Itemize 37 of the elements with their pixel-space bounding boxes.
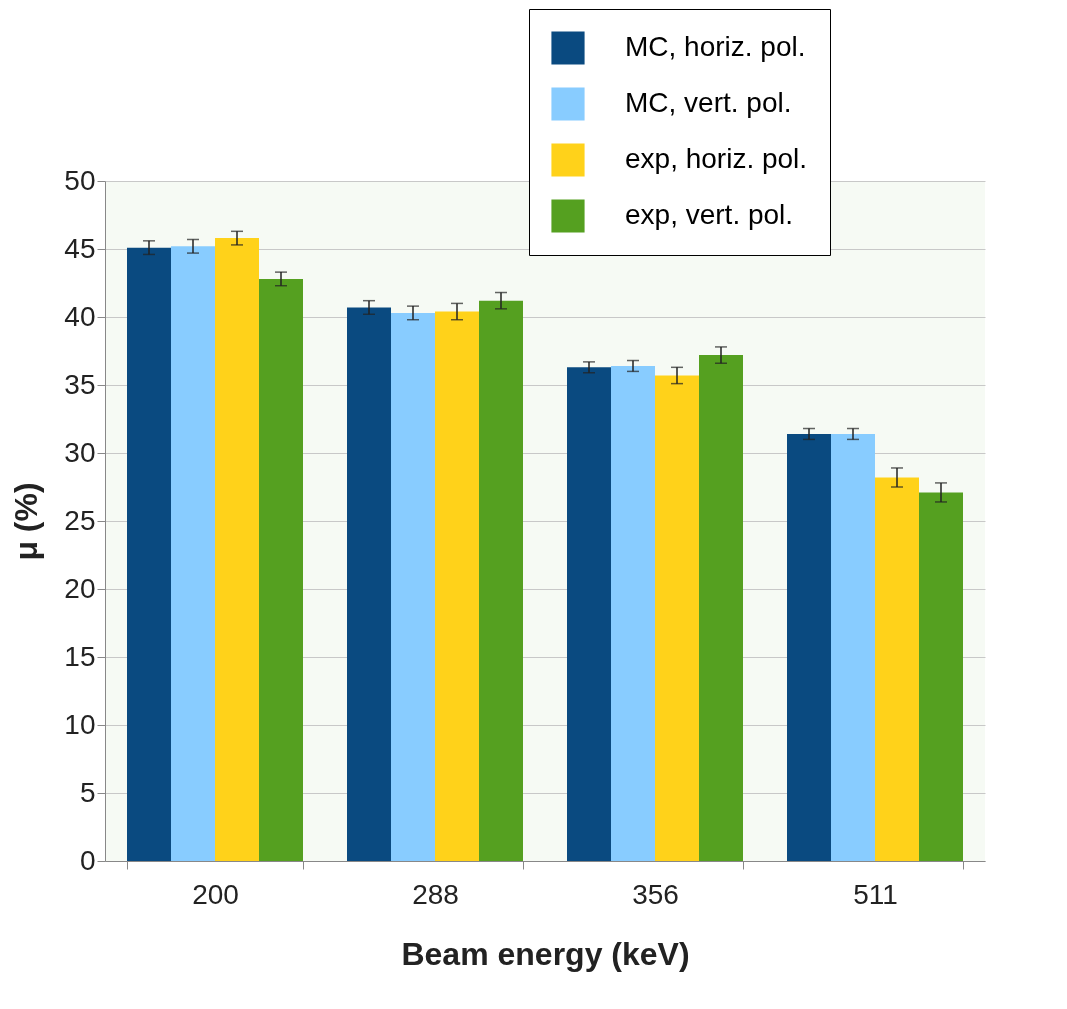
y-tick-label: 45 (64, 232, 96, 264)
bar (127, 247, 171, 861)
bar (699, 355, 743, 861)
bar (611, 365, 655, 861)
x-axis-title: Beam energy (keV) (401, 935, 690, 972)
bar (259, 278, 303, 861)
x-tick-label: 288 (412, 878, 459, 910)
bar (391, 312, 435, 861)
legend-label: MC, horiz. pol. (625, 31, 806, 62)
y-tick-label: 15 (64, 640, 96, 672)
y-tick-label: 30 (64, 436, 96, 468)
legend-label: MC, vert. pol. (625, 87, 792, 118)
bar (215, 238, 259, 861)
bar (435, 311, 479, 861)
x-tick-label: 511 (853, 878, 898, 910)
bar (787, 433, 831, 861)
y-tick-label: 25 (64, 504, 96, 536)
x-tick-label: 200 (192, 878, 239, 910)
bar (171, 246, 215, 861)
x-tick-label: 356 (632, 878, 679, 910)
legend-label: exp, horiz. pol. (625, 143, 808, 174)
y-tick-label: 20 (64, 572, 96, 604)
bar (479, 300, 523, 861)
bar (347, 307, 391, 861)
bar (831, 433, 875, 861)
y-tick-label: 5 (79, 776, 96, 808)
legend-label: exp, vert. pol. (625, 199, 794, 230)
bar (919, 492, 963, 861)
y-tick-label: 35 (64, 368, 96, 400)
bar (655, 375, 699, 861)
y-tick-label: 40 (64, 300, 96, 332)
y-tick-label: 10 (64, 708, 96, 740)
bar (875, 477, 919, 861)
y-tick-label: 0 (79, 844, 96, 876)
bar (567, 367, 611, 861)
y-tick-label: 50 (64, 164, 96, 196)
y-axis-title: μ (%) (8, 482, 45, 561)
